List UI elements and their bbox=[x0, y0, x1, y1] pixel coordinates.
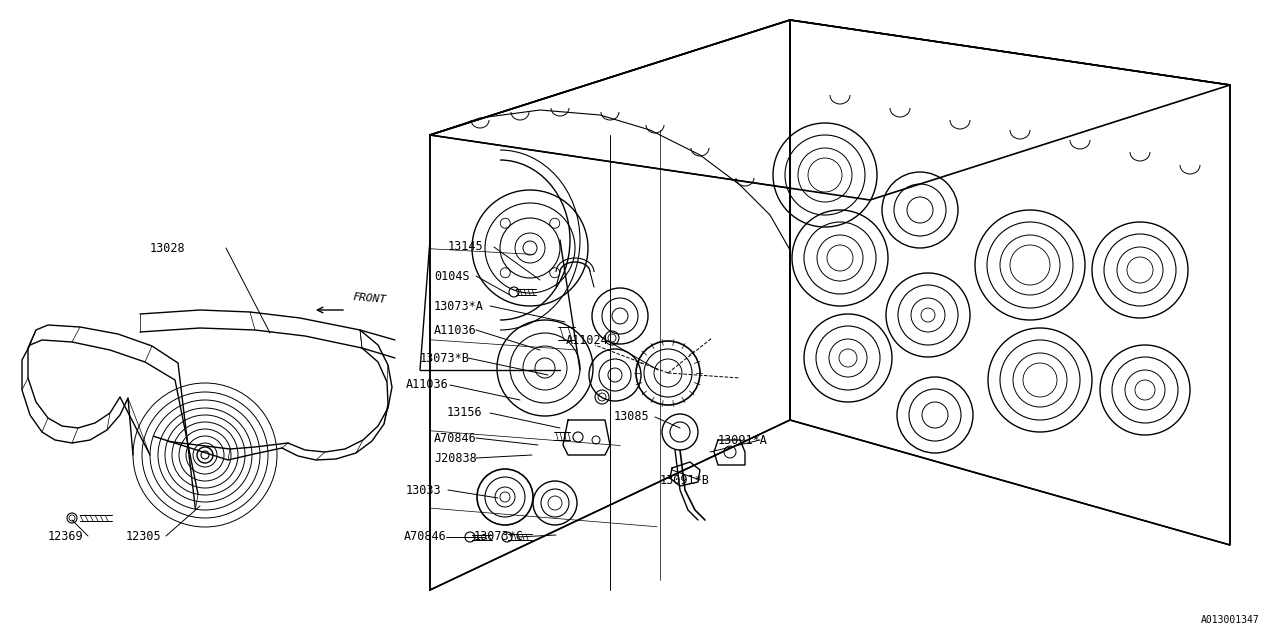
Text: 13073*B: 13073*B bbox=[420, 351, 470, 365]
Text: A11036: A11036 bbox=[406, 378, 449, 392]
Text: 13085: 13085 bbox=[614, 410, 650, 424]
Text: FRONT: FRONT bbox=[352, 292, 387, 305]
Text: 13073*A: 13073*A bbox=[434, 300, 484, 312]
Text: 12369: 12369 bbox=[49, 529, 83, 543]
Polygon shape bbox=[430, 20, 790, 590]
Text: 13091*A: 13091*A bbox=[718, 433, 768, 447]
Text: A11024: A11024 bbox=[566, 335, 609, 348]
Text: 13028: 13028 bbox=[150, 241, 186, 255]
Polygon shape bbox=[430, 20, 1230, 200]
Text: 13033: 13033 bbox=[406, 483, 442, 497]
Text: A11036: A11036 bbox=[434, 323, 476, 337]
Text: J20838: J20838 bbox=[434, 451, 476, 465]
Text: 13145: 13145 bbox=[448, 241, 484, 253]
Text: 12305: 12305 bbox=[125, 529, 161, 543]
Text: A70846: A70846 bbox=[404, 531, 447, 543]
Text: 13156: 13156 bbox=[447, 406, 483, 419]
Text: A70846: A70846 bbox=[434, 431, 476, 445]
Text: A013001347: A013001347 bbox=[1201, 615, 1260, 625]
Text: 13073*C: 13073*C bbox=[474, 531, 524, 543]
Text: 13091*B: 13091*B bbox=[660, 474, 710, 486]
Polygon shape bbox=[790, 20, 1230, 545]
Text: 0104S: 0104S bbox=[434, 269, 470, 282]
